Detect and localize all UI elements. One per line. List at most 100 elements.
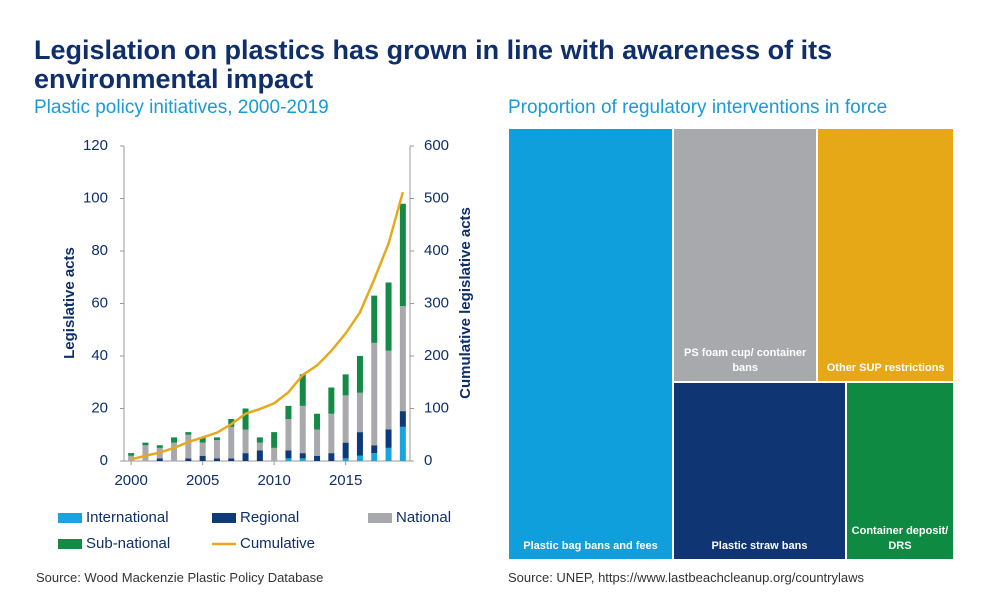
bar-segment [342, 374, 349, 396]
source-note: Source: UNEP, https://www.lastbeachclean… [508, 570, 864, 585]
x-tick-label: 2005 [186, 472, 219, 489]
bar-line-chart: 0 20 40 60 80 100 120 0 100 200 300 400 500 600 2000 20… [58, 137, 474, 552]
bar-segment [228, 426, 235, 459]
y2-tick-label: 500 [424, 189, 449, 206]
bar-segment [314, 429, 321, 456]
y-tick-label: 40 [91, 347, 108, 364]
y-tick-label: 60 [91, 294, 108, 311]
bar-segment [399, 203, 406, 307]
treemap-cell: Other SUP restrictions [817, 128, 954, 382]
bar-segment [285, 450, 292, 459]
bar-segment [399, 426, 406, 461]
legend-swatch [58, 513, 82, 523]
y2-tick-label: 300 [424, 294, 449, 311]
legend-label: International [86, 509, 169, 526]
legend-swatch [58, 539, 82, 549]
bar-segment [299, 453, 306, 459]
cumulative-line [130, 191, 405, 461]
bar-segment [242, 429, 249, 454]
treemap-label: Plastic bag bans and fees [523, 540, 658, 552]
bar-segment [285, 458, 292, 461]
bar-segment [285, 419, 292, 451]
treemap-cell: Plastic straw bans [673, 381, 846, 560]
treemap-label: Container deposit/ DRS [851, 524, 949, 552]
bar-segment [199, 442, 206, 456]
bar-segment [371, 295, 378, 343]
treemap-label: PS foam cup/ container bans [684, 346, 807, 374]
bar-segment [271, 432, 278, 448]
bar-segment [213, 437, 220, 440]
bar-segment [156, 445, 163, 448]
source-note: Source: Wood Mackenzie Plastic Policy Da… [36, 570, 324, 585]
bar-segment [213, 440, 220, 459]
bar-segment [156, 458, 163, 461]
bar-segment [371, 445, 378, 454]
x-tick-label: 2015 [329, 472, 362, 489]
bar-segment [228, 458, 235, 461]
y2-tick-label: 400 [424, 242, 449, 259]
bar-segment [299, 458, 306, 461]
x-tick-label: 2010 [257, 472, 290, 489]
bar-segment [256, 437, 263, 443]
legend-label: Cumulative [240, 535, 315, 552]
y-tick-label: 80 [91, 242, 108, 259]
bar-segment [342, 442, 349, 459]
bar-segment [171, 442, 178, 461]
bar-segment [328, 413, 335, 454]
bar-segment [171, 437, 178, 443]
bar-segment [285, 405, 292, 419]
y-axis-label: Legislative acts [61, 247, 78, 359]
chart-subtitle: Proportion of regulatory interventions i… [508, 97, 888, 118]
bar-segment [185, 432, 192, 435]
y-tick-label: 0 [100, 452, 108, 469]
bar-segment [242, 453, 249, 461]
bar-segment [371, 342, 378, 446]
bar-segment [356, 392, 363, 433]
x-tick-label: 2000 [114, 472, 147, 489]
bar-segment [213, 458, 220, 461]
legend-label: Sub-national [86, 535, 170, 552]
bar-segment [242, 408, 249, 430]
bar-segment [256, 450, 263, 461]
bar-segment [299, 405, 306, 454]
y2-tick-label: 200 [424, 347, 449, 364]
bar-segment [142, 442, 149, 446]
y2-axis-label: Cumulative legislative acts [457, 207, 474, 399]
page-title: Legislation on plastics has grown in lin… [34, 35, 833, 94]
bar-segment [314, 455, 321, 461]
bar-segment [385, 282, 392, 351]
bar-segment [185, 434, 192, 459]
bar-segment [385, 429, 392, 448]
y-tick-label: 100 [83, 189, 108, 206]
y2-tick-label: 0 [424, 452, 432, 469]
bar-segment [385, 350, 392, 430]
y-tick-label: 20 [91, 399, 108, 416]
y2-tick-label: 600 [424, 137, 449, 154]
bar-segment [128, 453, 135, 456]
bar-segment [271, 447, 278, 461]
bar-segment [314, 413, 321, 430]
bar-segment [199, 437, 206, 443]
bar-segment [199, 455, 206, 461]
legend-label: National [396, 509, 451, 526]
legend-label: Regional [240, 509, 299, 526]
bar-segment [356, 455, 363, 461]
bar-segment [185, 458, 192, 461]
bar-segment [356, 432, 363, 456]
bar-segment [328, 453, 335, 461]
bar-segment [385, 447, 392, 461]
treemap-cell: Plastic bag bans and fees [508, 128, 674, 560]
bar-segment [299, 374, 306, 406]
bar-segment [342, 395, 349, 443]
treemap-cell: Container deposit/ DRS [845, 381, 954, 560]
chart-subtitle: Plastic policy initiatives, 2000-2019 [34, 97, 329, 118]
bar-segment [142, 445, 149, 461]
bar-segment [328, 387, 335, 414]
treemap-cell: PS foam cup/ container bans [673, 128, 818, 382]
bar-segment [342, 458, 349, 461]
y-tick-label: 120 [83, 137, 108, 154]
treemap-label: Other SUP restrictions [826, 361, 945, 374]
bar-segment [356, 356, 363, 393]
legend-swatch [212, 513, 236, 523]
